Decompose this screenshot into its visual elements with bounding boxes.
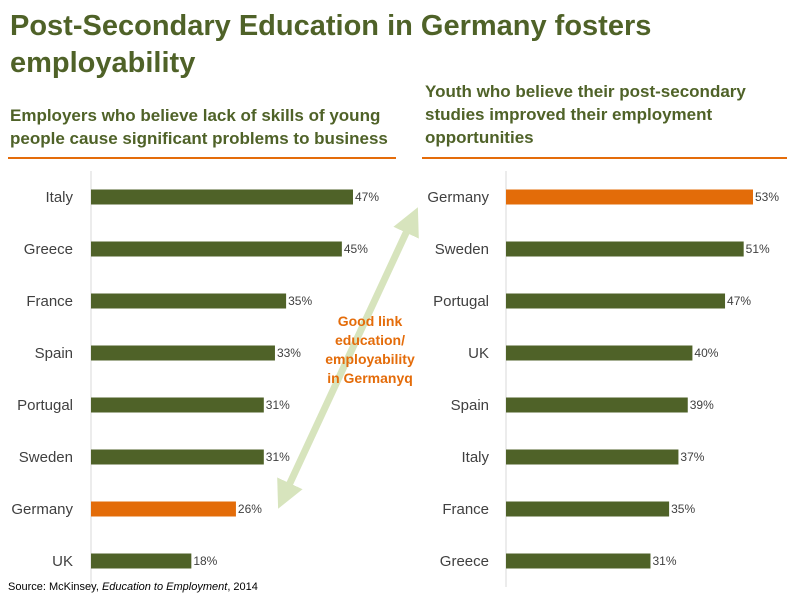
right-title-divider	[422, 157, 787, 159]
left-value-label: 47%	[355, 190, 379, 204]
left-category-label: Germany	[11, 501, 73, 518]
left-bar-germany	[91, 501, 236, 517]
right-value-label: 51%	[746, 242, 770, 256]
right-category-label: Germany	[427, 189, 489, 206]
right-category-label: France	[442, 501, 489, 518]
left-bar-spain	[91, 345, 275, 361]
left-value-label: 35%	[288, 294, 312, 308]
left-value-label: 31%	[266, 398, 290, 412]
right-bar-france	[506, 501, 670, 517]
annotation-line: education/	[334, 332, 405, 348]
left-value-label: 31%	[266, 450, 290, 464]
source-note: Source: McKinsey, Education to Employmen…	[8, 581, 258, 593]
right-bar-greece	[506, 553, 651, 569]
right-category-label: Greece	[440, 553, 489, 570]
left-category-label: Spain	[35, 345, 73, 362]
right-bar-sweden	[506, 241, 744, 257]
left-chart-title: Employers who believe lack of skills of …	[10, 106, 388, 148]
left-category-label: Italy	[45, 189, 73, 206]
left-value-label: 26%	[238, 502, 262, 516]
right-category-label: Portugal	[433, 293, 489, 310]
right-bar-portugal	[506, 293, 726, 309]
right-value-label: 35%	[671, 502, 695, 516]
left-category-label: Sweden	[19, 449, 73, 466]
link-annotation: Good link education/ employability in Ge…	[305, 312, 435, 388]
annotation-line: employability	[325, 351, 415, 367]
left-bar-italy	[91, 189, 353, 205]
left-category-label: France	[26, 293, 73, 310]
left-category-label: UK	[52, 553, 73, 570]
right-bar-uk	[506, 345, 693, 361]
left-bar-sweden	[91, 449, 264, 465]
left-bar-greece	[91, 241, 342, 257]
right-bar-italy	[506, 449, 679, 465]
right-value-label: 31%	[652, 554, 676, 568]
left-title-divider	[8, 157, 396, 159]
source-prefix: Source: McKinsey,	[8, 581, 102, 593]
annotation-line: in Germanyq	[327, 370, 413, 386]
right-value-label: 53%	[755, 190, 779, 204]
right-bar-germany	[506, 189, 753, 205]
annotation-line: Good link	[337, 313, 403, 329]
page-title: Post-Secondary Education in Germany fost…	[10, 10, 652, 79]
right-value-label: 39%	[690, 398, 714, 412]
right-value-label: 47%	[727, 294, 751, 308]
left-value-label: 18%	[193, 554, 217, 568]
right-value-label: 40%	[694, 346, 718, 360]
left-value-label: 45%	[344, 242, 368, 256]
left-bar-france	[91, 293, 287, 309]
right-bar-spain	[506, 397, 688, 413]
right-chart-title: Youth who believe their post-secondary s…	[425, 82, 746, 147]
right-value-label: 37%	[680, 450, 704, 464]
left-bar-portugal	[91, 397, 264, 413]
right-category-label: Italy	[461, 449, 489, 466]
right-category-label: Sweden	[435, 241, 489, 258]
left-category-label: Greece	[24, 241, 73, 258]
source-suffix: , 2014	[227, 581, 258, 593]
double-arrow	[277, 207, 419, 509]
right-category-label: UK	[468, 345, 489, 362]
left-category-label: Portugal	[17, 397, 73, 414]
source-title: Education to Employment	[101, 581, 228, 593]
left-bar-uk	[91, 553, 192, 569]
right-category-label: Spain	[451, 397, 489, 414]
left-value-label: 33%	[277, 346, 301, 360]
